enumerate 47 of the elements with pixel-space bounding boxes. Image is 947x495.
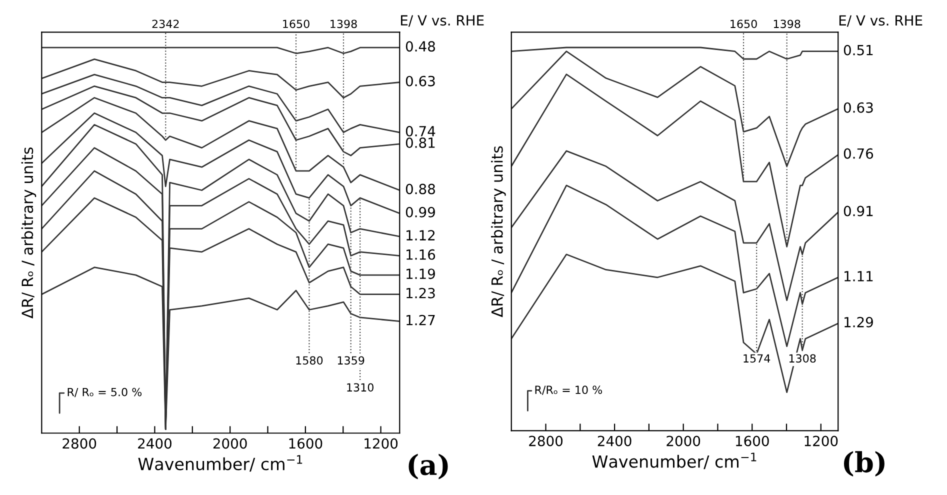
x-tick-label: 2800 bbox=[62, 438, 96, 449]
x-tick-label: 1200 bbox=[804, 436, 838, 446]
ref-line-label: 1650 bbox=[283, 20, 310, 28]
x-tick-label: 1600 bbox=[736, 436, 769, 446]
x-tick-label: 2400 bbox=[138, 438, 172, 449]
ref-line-label: 1580 bbox=[296, 356, 323, 365]
series-label: 0.63 bbox=[406, 76, 435, 86]
series-label: 1.27 bbox=[406, 314, 435, 326]
ref-line-label: 2342 bbox=[152, 20, 179, 28]
ref-line-label: 1359 bbox=[338, 356, 364, 365]
series-label: 1.29 bbox=[844, 316, 873, 328]
x-tick-label: 2400 bbox=[598, 436, 632, 446]
annotation: R/ Rₒ = 5.0 % bbox=[68, 388, 142, 398]
text: (b) bbox=[844, 451, 884, 477]
text: E/ V vs. RHE bbox=[400, 15, 484, 27]
text: E/ V vs. RHE bbox=[839, 15, 922, 27]
ref-line-label: 1398 bbox=[774, 20, 800, 28]
series-label: 0.91 bbox=[844, 206, 873, 216]
series-label: 1.12 bbox=[406, 230, 435, 240]
series-label: 0.76 bbox=[844, 148, 874, 159]
x-tick-label: 2800 bbox=[529, 436, 563, 446]
series-label: 0.63 bbox=[844, 102, 873, 113]
series-label: 1.11 bbox=[844, 271, 873, 282]
series-label: 0.51 bbox=[844, 44, 873, 56]
x-tick-label: 2000 bbox=[213, 438, 247, 449]
series-label: 0.74 bbox=[406, 126, 436, 136]
ref-line-label: 1398 bbox=[330, 20, 357, 28]
x-tick-label: 1200 bbox=[364, 438, 398, 449]
ref-line-label: 1308 bbox=[789, 354, 816, 363]
x-tick-label: 1600 bbox=[289, 438, 322, 449]
series-label: 0.88 bbox=[406, 184, 435, 194]
y-axis-title: ΔR/ Rₒ / arbitrary units bbox=[491, 146, 506, 318]
series-label: 1.16 bbox=[406, 249, 436, 260]
annotation: R/Rₒ = 10 % bbox=[535, 386, 602, 395]
series-label: 0.99 bbox=[406, 206, 435, 218]
ref-line-label: 1310 bbox=[347, 383, 374, 392]
series-label: 0.81 bbox=[406, 138, 435, 148]
x-tick-label: 2000 bbox=[666, 436, 700, 446]
series-label: 1.23 bbox=[406, 288, 435, 298]
y-axis-title: ΔR/ Rₒ / arbitrary units bbox=[21, 147, 36, 318]
series-label: 1.19 bbox=[406, 268, 435, 280]
ref-line-label: 1574 bbox=[744, 354, 770, 363]
x-axis-title: Wavenumber/ cm$^{−1}$ bbox=[138, 455, 302, 472]
text: (a) bbox=[408, 454, 448, 480]
ref-line-label: 1650 bbox=[730, 20, 757, 28]
x-axis-title: Wavenumber/ cm$^{−1}$ bbox=[592, 452, 756, 470]
series-label: 0.48 bbox=[406, 41, 435, 52]
